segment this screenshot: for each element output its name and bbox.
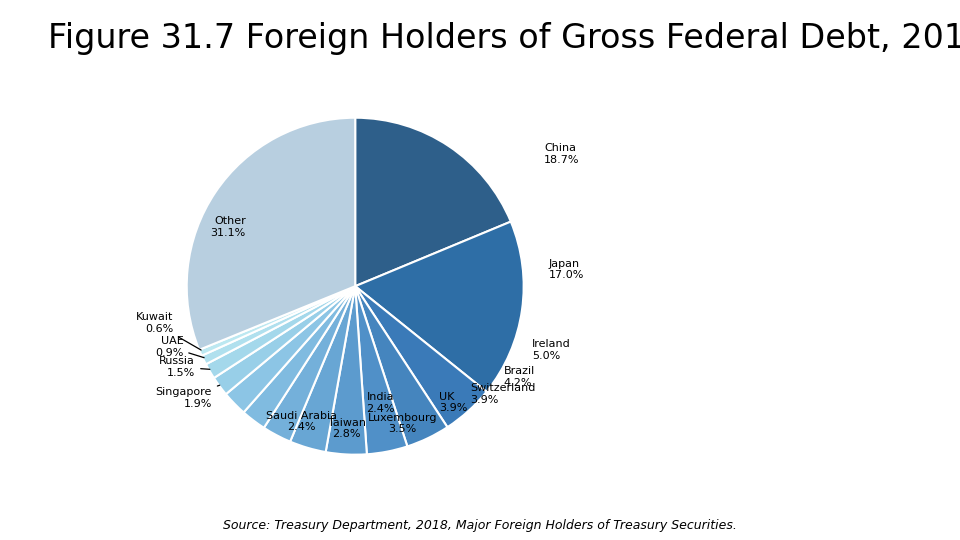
Text: Japan
17.0%: Japan 17.0%	[549, 259, 585, 280]
Text: China
18.7%: China 18.7%	[544, 143, 580, 165]
Wedge shape	[355, 286, 447, 447]
Text: Luxembourg
3.5%: Luxembourg 3.5%	[368, 413, 437, 434]
Text: Kuwait
0.6%: Kuwait 0.6%	[136, 313, 201, 350]
Wedge shape	[202, 286, 355, 364]
Wedge shape	[187, 118, 355, 350]
Wedge shape	[214, 286, 355, 394]
Wedge shape	[226, 286, 355, 413]
Wedge shape	[199, 286, 355, 356]
Wedge shape	[290, 286, 355, 452]
Text: India
2.4%: India 2.4%	[366, 393, 395, 414]
Text: Taiwan
2.8%: Taiwan 2.8%	[327, 417, 366, 439]
Wedge shape	[355, 221, 523, 392]
Text: UK
3.9%: UK 3.9%	[440, 392, 468, 413]
Text: Switzerland
3.9%: Switzerland 3.9%	[469, 383, 535, 405]
Wedge shape	[244, 286, 355, 428]
Text: Singapore
1.9%: Singapore 1.9%	[156, 385, 220, 409]
Text: Saudi Arabia
2.4%: Saudi Arabia 2.4%	[266, 411, 337, 433]
Wedge shape	[355, 286, 407, 454]
Text: Figure 31.7 Foreign Holders of Gross Federal Debt, 2018: Figure 31.7 Foreign Holders of Gross Fed…	[48, 22, 960, 55]
Text: Other
31.1%: Other 31.1%	[210, 217, 246, 238]
Wedge shape	[264, 286, 355, 442]
Wedge shape	[205, 286, 355, 378]
Text: Brazil
4.2%: Brazil 4.2%	[503, 366, 535, 388]
Wedge shape	[355, 286, 487, 427]
Wedge shape	[325, 286, 367, 455]
Text: Ireland
5.0%: Ireland 5.0%	[532, 340, 571, 361]
Text: UAE
0.9%: UAE 0.9%	[155, 336, 204, 357]
Wedge shape	[355, 118, 511, 286]
Text: Russia
1.5%: Russia 1.5%	[159, 356, 210, 378]
Text: Source: Treasury Department, 2018, Major Foreign Holders of Treasury Securities.: Source: Treasury Department, 2018, Major…	[223, 519, 737, 532]
